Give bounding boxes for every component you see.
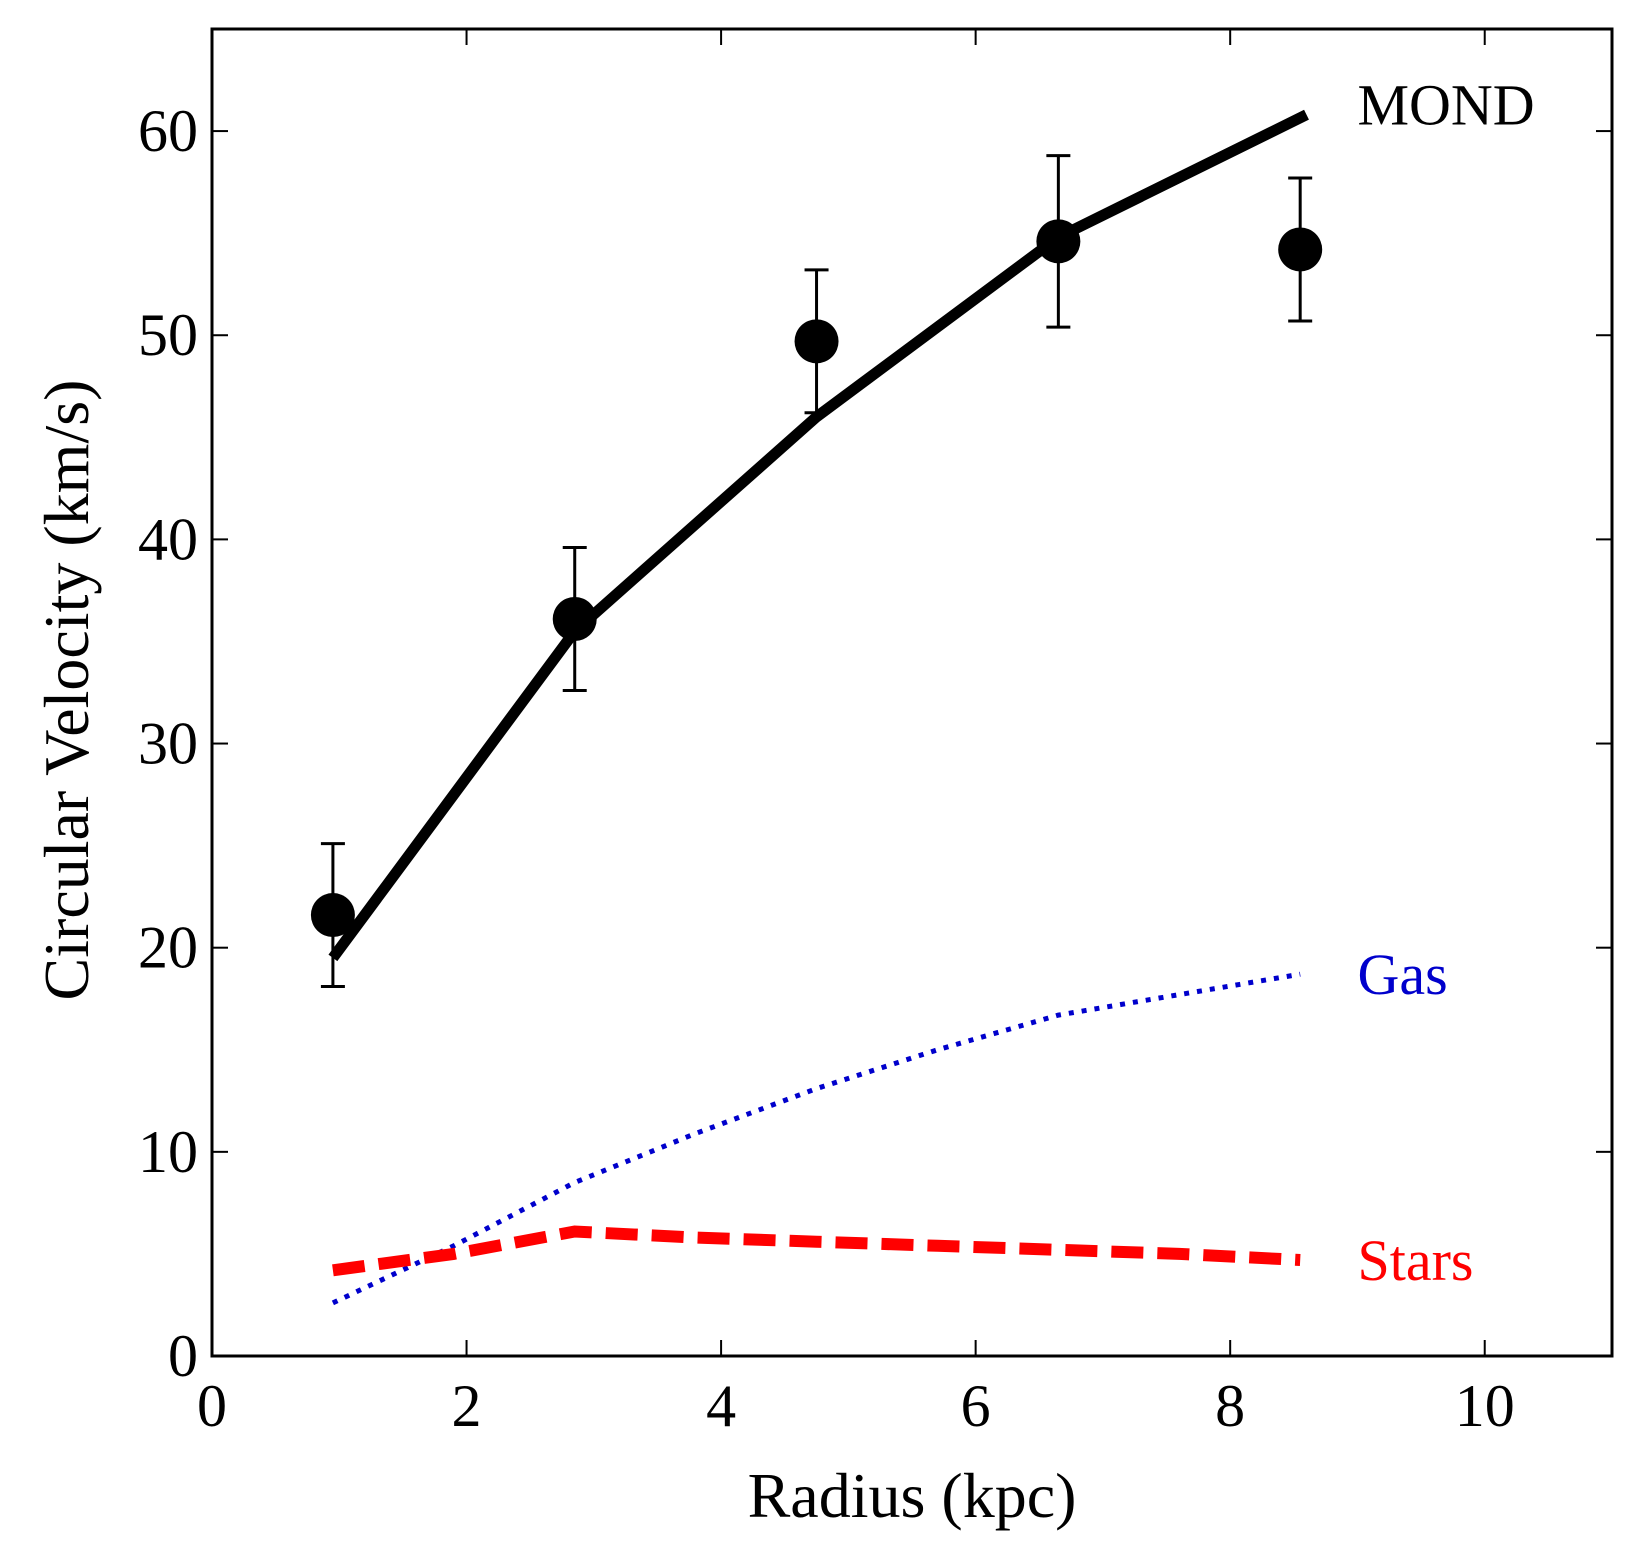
- y-tick-label: 60: [138, 98, 198, 164]
- plot-area: [310, 109, 1323, 1306]
- x-axis-label: Radius (kpc): [748, 1460, 1077, 1531]
- series-label-gas: Gas: [1357, 942, 1447, 1007]
- data-point: [1278, 227, 1323, 272]
- y-tick-label: 10: [138, 1119, 198, 1185]
- y-axis-label: Circular Velocity (km/s): [31, 380, 102, 1001]
- plot-frame: [210, 27, 1614, 1358]
- y-tick-label: 40: [138, 506, 198, 572]
- x-tick-label: 6: [961, 1373, 991, 1439]
- data-point: [794, 319, 839, 364]
- data-point: [310, 893, 355, 938]
- series-label-mond: MOND: [1357, 73, 1534, 138]
- y-tick-label: 0: [168, 1323, 198, 1389]
- y-tick-label: 30: [138, 711, 198, 777]
- x-tick-label: 2: [452, 1373, 482, 1439]
- x-tick-label: 0: [197, 1373, 227, 1439]
- y-tick-label: 20: [138, 915, 198, 981]
- x-tick-label: 8: [1215, 1373, 1245, 1439]
- series-line-stars: [332, 1225, 1301, 1277]
- data-point: [1036, 219, 1081, 264]
- series-label-stars: Stars: [1357, 1228, 1473, 1293]
- series-line-mond: [328, 109, 1309, 962]
- x-tick-label: 4: [706, 1373, 736, 1439]
- axis-ticks: 0 2 4 6 8 10 0 10 20 30 40 50 60: [138, 29, 1612, 1439]
- x-tick-label: 10: [1455, 1373, 1515, 1439]
- y-tick-label: 50: [138, 302, 198, 368]
- data-point: [552, 597, 597, 642]
